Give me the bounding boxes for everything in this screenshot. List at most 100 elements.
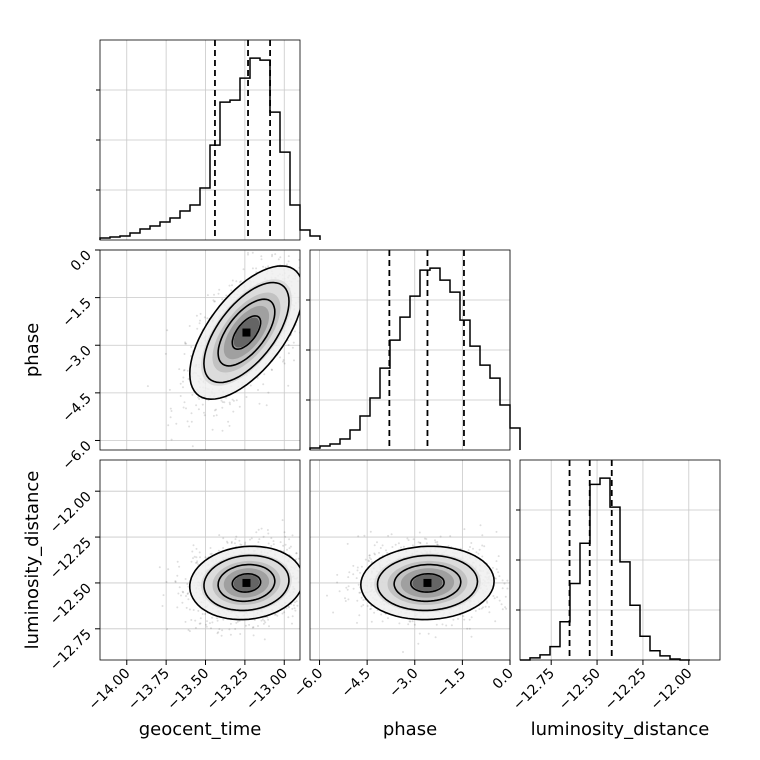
- scatter-point: [492, 595, 495, 597]
- scatter-point: [317, 274, 319, 276]
- scatter-point: [182, 386, 184, 389]
- scatter-point: [241, 248, 243, 250]
- scatter-point: [235, 535, 238, 538]
- scatter-point: [167, 568, 170, 571]
- scatter-point: [273, 613, 276, 616]
- contour-line: [231, 573, 262, 593]
- scatter-point: [474, 609, 477, 612]
- scatter-point: [338, 590, 341, 593]
- x-tick-label: −13.25: [204, 666, 252, 714]
- scatter-point: [370, 561, 373, 564]
- scatter-point: [185, 595, 187, 597]
- scatter-point: [378, 551, 380, 554]
- scatter-point: [271, 369, 273, 371]
- scatter-point: [215, 408, 217, 411]
- scatter-point: [260, 255, 263, 258]
- scatter-point: [398, 622, 401, 625]
- contour-line: [203, 281, 290, 384]
- scatter-point: [225, 294, 228, 297]
- scatter-point: [272, 543, 275, 546]
- scatter-point: [232, 410, 235, 413]
- scatter-point: [196, 560, 199, 563]
- scatter-point: [373, 552, 376, 555]
- scatter-point: [413, 623, 416, 626]
- scatter-point: [245, 396, 248, 398]
- histogram-geocent_time: [99, 57, 321, 240]
- scatter-point: [515, 583, 517, 585]
- histogram-phase: [309, 267, 521, 450]
- scatter-point: [295, 552, 298, 555]
- scatter-point: [305, 338, 307, 340]
- scatter-point: [470, 635, 473, 638]
- scatter-point: [407, 539, 410, 542]
- scatter-point: [450, 624, 453, 627]
- scatter-point: [323, 574, 325, 576]
- scatter-point: [203, 316, 206, 319]
- scatter-point: [449, 535, 452, 538]
- scatter-point: [409, 620, 412, 623]
- y-tick-label: −3.0: [59, 343, 94, 378]
- scatter-point: [472, 547, 474, 550]
- scatter-point: [181, 601, 184, 604]
- scatter-point: [239, 633, 242, 635]
- scatter-point: [498, 599, 501, 602]
- scatter-point: [287, 344, 290, 346]
- scatter-point: [282, 544, 285, 547]
- scatter-point: [188, 608, 191, 611]
- scatter-point: [336, 267, 338, 269]
- scatter-point: [368, 554, 371, 557]
- scatter-point: [187, 629, 190, 631]
- scatter-point: [229, 403, 231, 406]
- scatter-point: [303, 294, 305, 296]
- scatter-point: [242, 268, 245, 271]
- x-tick-label: −6.0: [291, 666, 326, 701]
- scatter-point: [302, 564, 304, 566]
- scatter-point: [312, 284, 314, 286]
- scatter-point: [223, 401, 226, 404]
- scatter-point: [385, 549, 387, 552]
- scatter-point: [180, 594, 182, 597]
- scatter-point: [220, 399, 223, 402]
- scatter-point: [402, 545, 405, 548]
- scatter-point: [270, 537, 273, 540]
- scatter-point: [427, 632, 430, 635]
- x-axis-label-luminosity-distance: luminosity_distance: [531, 719, 710, 740]
- scatter-point: [294, 609, 297, 612]
- x-tick-label: 0.0: [490, 666, 517, 693]
- scatter-point: [231, 398, 234, 401]
- scatter-point: [386, 551, 389, 554]
- scatter-point: [168, 388, 171, 391]
- scatter-point: [287, 616, 290, 619]
- x-tick-label: −3.0: [386, 666, 421, 701]
- scatter-point: [291, 615, 294, 618]
- scatter-point: [226, 540, 228, 543]
- scatter-point: [187, 598, 190, 601]
- scatter-point: [228, 401, 231, 404]
- scatter-point: [238, 619, 241, 622]
- scatter-point: [216, 632, 219, 635]
- scatter-point: [298, 246, 300, 248]
- scatter-point: [425, 538, 428, 540]
- scatter-point: [216, 619, 219, 622]
- scatter-point: [306, 277, 308, 279]
- scatter-point: [235, 399, 238, 402]
- x-tick-label: −13.50: [164, 666, 212, 714]
- scatter-point: [362, 599, 365, 601]
- scatter-point: [206, 294, 209, 297]
- scatter-point: [270, 368, 273, 371]
- scatter-point: [244, 624, 247, 627]
- scatter-point: [274, 613, 277, 616]
- scatter-point: [279, 356, 282, 359]
- x-tick-label: −12.50: [556, 666, 604, 714]
- scatter-point: [503, 582, 506, 585]
- scatter-point: [291, 622, 293, 625]
- scatter-point: [221, 629, 224, 632]
- scatter-point: [459, 547, 462, 550]
- scatter-point: [260, 258, 263, 261]
- x-tick-label: −1.5: [434, 666, 469, 701]
- scatter-point: [373, 611, 376, 614]
- scatter-point: [197, 396, 200, 399]
- scatter-point: [234, 628, 237, 630]
- scatter-point: [434, 636, 437, 639]
- scatter-point: [267, 265, 270, 268]
